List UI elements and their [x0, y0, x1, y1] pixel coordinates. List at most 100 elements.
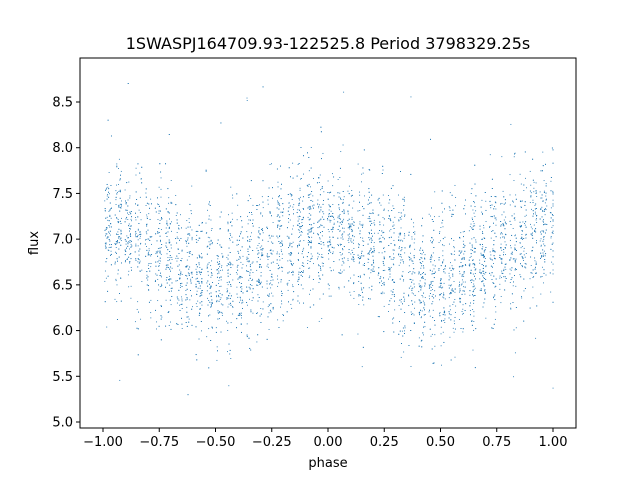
data-point [257, 245, 259, 246]
data-point [138, 209, 140, 211]
data-point [218, 283, 219, 284]
data-point [319, 243, 320, 245]
data-point [455, 305, 457, 307]
data-point [146, 284, 148, 286]
data-point [272, 242, 274, 244]
data-point [160, 171, 162, 173]
data-point [131, 269, 132, 271]
data-point [259, 204, 260, 206]
data-point [388, 202, 390, 204]
data-point [525, 267, 527, 269]
data-point [114, 263, 116, 265]
data-point [297, 164, 299, 165]
data-point [499, 275, 501, 277]
data-point [129, 262, 131, 264]
data-point [485, 209, 487, 211]
data-point [379, 224, 381, 226]
data-point [161, 276, 162, 278]
data-point [535, 218, 537, 219]
data-point [442, 261, 444, 263]
data-point [317, 252, 319, 254]
data-point [293, 213, 294, 215]
data-point [505, 216, 507, 218]
data-point [342, 144, 344, 146]
data-point [509, 268, 511, 270]
data-point [300, 234, 302, 236]
data-point [187, 233, 189, 235]
data-point [462, 274, 464, 276]
data-point [372, 235, 373, 237]
data-point [272, 222, 274, 223]
data-point [297, 295, 299, 297]
data-point [338, 288, 340, 290]
data-point [384, 257, 385, 259]
data-point [147, 252, 149, 254]
data-point [329, 216, 331, 217]
data-point [176, 236, 178, 238]
data-point [258, 281, 260, 283]
data-point [495, 278, 497, 280]
data-point [398, 212, 400, 213]
data-point [540, 293, 542, 295]
data-point [268, 304, 270, 306]
data-point [352, 207, 354, 209]
data-point [106, 233, 108, 235]
data-point [358, 281, 360, 282]
data-point [545, 192, 547, 194]
data-point [186, 325, 188, 327]
data-point [299, 240, 301, 242]
data-point [543, 219, 545, 220]
data-point [125, 243, 127, 245]
data-point [147, 279, 149, 281]
data-point [542, 200, 544, 202]
data-point [480, 252, 482, 254]
data-point [299, 199, 300, 201]
data-point [540, 257, 541, 259]
data-point [541, 197, 543, 199]
data-point [373, 270, 375, 272]
data-point [296, 175, 298, 177]
data-point [118, 183, 119, 185]
data-point [131, 220, 132, 222]
data-point [262, 180, 264, 182]
data-point [448, 313, 450, 315]
data-point [432, 252, 434, 254]
data-point [146, 271, 148, 273]
data-point [118, 248, 120, 250]
data-point [146, 246, 147, 247]
data-point [130, 218, 132, 220]
data-point [338, 259, 340, 261]
data-point [494, 250, 496, 252]
data-point [170, 304, 172, 306]
data-point [249, 219, 251, 221]
data-point [338, 286, 340, 288]
data-point [160, 247, 162, 249]
data-point [431, 219, 433, 220]
data-point [541, 206, 543, 208]
data-point [489, 226, 490, 228]
data-point [125, 240, 127, 242]
data-point [222, 256, 224, 258]
data-point [339, 243, 341, 245]
data-point [125, 200, 126, 202]
data-point [412, 287, 414, 289]
data-point [270, 287, 272, 289]
data-point [362, 237, 364, 239]
data-point [410, 330, 412, 331]
data-point [451, 194, 453, 196]
data-point [535, 272, 537, 274]
data-point [343, 211, 345, 213]
data-point [409, 245, 411, 246]
data-point [479, 228, 481, 230]
data-point [349, 266, 350, 268]
data-point [210, 286, 212, 288]
data-point [504, 247, 506, 249]
data-point [369, 220, 371, 222]
data-point [177, 257, 179, 259]
data-point [299, 240, 301, 242]
data-point [402, 261, 404, 262]
data-point [471, 188, 473, 190]
data-point [340, 199, 342, 200]
data-point [333, 195, 335, 197]
data-point [120, 206, 122, 208]
